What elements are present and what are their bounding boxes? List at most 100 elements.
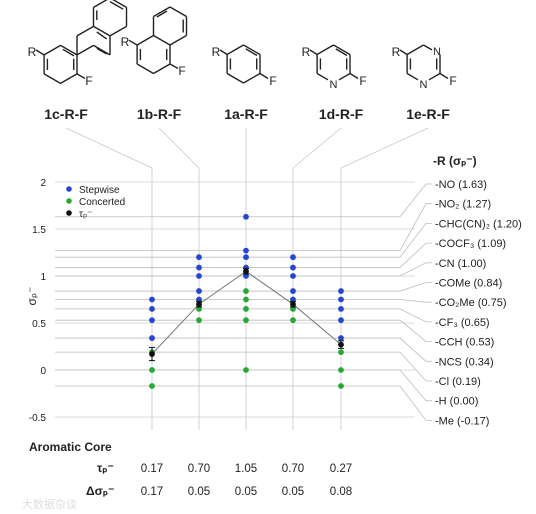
substituent-leader-line	[55, 308, 432, 323]
substituent-label: -CCH (0.53)	[435, 337, 494, 349]
delta-value-1a: 0.05	[235, 486, 257, 498]
atom-label-r: R	[392, 45, 401, 59]
substituent-leader-line	[55, 337, 432, 362]
tau-value-1b: 0.70	[188, 463, 210, 475]
atom-label-f: F	[85, 74, 92, 88]
stepwise-point-1c-r-f	[149, 317, 155, 324]
substituent-leader-line	[55, 319, 432, 343]
substituent-leader-line	[55, 282, 432, 292]
stepwise-point-1d-r-f	[290, 264, 296, 271]
atom-label-n: N	[433, 46, 441, 58]
delta-value-1d: 0.05	[282, 486, 304, 498]
concerted-point-1a-r-f	[243, 317, 249, 324]
atom-label-f: F	[359, 74, 366, 88]
tau-value-1e: 0.27	[330, 463, 352, 475]
substituent-leader-line	[55, 299, 432, 303]
substituent-label: -H (0.00)	[435, 396, 478, 408]
column-connectors	[65, 127, 429, 430]
watermark: 大数据杂谈	[22, 497, 77, 511]
stepwise-point-1e-r-f	[338, 296, 344, 303]
stepwise-point-1c-r-f	[149, 335, 155, 341]
atom-label-n: N	[330, 79, 338, 91]
stepwise-point-1e-r-f	[338, 306, 344, 312]
structure-1b	[128, 6, 188, 75]
structure-1d	[309, 44, 359, 81]
atom-label-f: F	[178, 64, 185, 78]
substituent-connectors	[55, 183, 432, 421]
substituent-leader-line	[55, 369, 432, 402]
stepwise-point-1e-r-f	[338, 335, 344, 341]
stepwise-point-1b-r-f	[196, 288, 202, 294]
legend-marker-tau	[66, 210, 72, 216]
y-axis-ticks: -0.5 0 0.5 1 1.5 2	[29, 178, 47, 424]
substituent-leader-line	[55, 262, 432, 277]
legend-label-concerted: Concerted	[79, 197, 125, 208]
stepwise-point-1a-r-f	[243, 254, 249, 261]
column-label-1e: 1e-R-F	[406, 106, 450, 122]
substituent-leader-line	[55, 242, 432, 268]
substituent-label: -COMe (0.84)	[435, 278, 502, 290]
substituent-label: -COCF₃ (1.09)	[435, 238, 506, 250]
y-tick-label: 0.5	[32, 319, 46, 330]
stepwise-point-1a-r-f	[243, 247, 249, 254]
atom-label-n: N	[420, 79, 428, 91]
atom-label-f: F	[269, 74, 276, 88]
atom-label-f: F	[449, 74, 456, 88]
delta-value-1b: 0.05	[188, 486, 210, 498]
atom-label-r: R	[302, 45, 311, 59]
atom-label-r: R	[121, 35, 130, 49]
stepwise-point-1d-r-f	[290, 288, 296, 294]
legend-label-stepwise: Stepwise	[79, 185, 120, 196]
substituent-list: -NO (1.63) -NO₂ (1.27) -CHC(CN)₂ (1.20) -CO…	[435, 179, 522, 427]
substituent-label: -Me (-0.17)	[435, 415, 489, 427]
y-axis-label: σₚ⁻	[25, 287, 39, 306]
stepwise-point-1d-r-f	[290, 273, 296, 279]
substituent-leader-line	[55, 183, 432, 218]
stepwise-point-1e-r-f	[338, 288, 344, 294]
tau-value-1a: 1.05	[235, 463, 257, 475]
substituent-leader-line	[55, 203, 432, 252]
substituent-label: -CO₂Me (0.75)	[435, 297, 507, 309]
tau-point-1b-r-f	[196, 301, 202, 308]
substituent-leader-line	[55, 222, 432, 258]
substituent-label: -CHC(CN)₂ (1.20)	[435, 218, 522, 230]
delta-value-1e: 0.08	[330, 486, 352, 498]
concerted-point-1a-r-f	[243, 288, 249, 294]
atom-label-r: R	[212, 45, 221, 59]
concerted-point-1e-r-f	[338, 367, 344, 373]
concerted-point-1e-r-f	[338, 383, 344, 389]
column-label-1a: 1a-R-F	[224, 106, 268, 122]
concerted-point-1c-r-f	[149, 367, 155, 373]
stepwise-point-1a-r-f	[243, 213, 249, 220]
tau-trend-line	[151, 270, 342, 355]
concerted-point-1b-r-f	[196, 317, 202, 324]
delta-value-1c: 0.17	[141, 486, 163, 498]
stepwise-point-1b-r-f	[196, 254, 202, 261]
y-tick-label: 0	[40, 366, 46, 377]
tau-point-1c-r-f	[149, 351, 155, 357]
substituent-label: -NCS (0.34)	[435, 356, 494, 368]
table-title: Aromatic Core	[29, 440, 112, 454]
column-label-1c: 1c-R-F	[44, 106, 88, 122]
stepwise-point-1c-r-f	[149, 296, 155, 303]
concerted-point-1a-r-f	[243, 306, 249, 312]
tau-point-1e-r-f	[338, 341, 344, 348]
legend-label-tau: τₚ⁻	[79, 209, 93, 220]
substituent-label: -NO₂ (1.27)	[435, 199, 491, 211]
y-tick-label: 1.5	[32, 225, 46, 236]
column-label-1b: 1b-R-F	[137, 106, 182, 122]
tau-point-1d-r-f	[290, 301, 296, 308]
atom-label-r: R	[28, 45, 37, 59]
substituent-header: -R (σₚ⁻)	[433, 154, 477, 168]
y-tick-label: -0.5	[29, 413, 47, 424]
plot-marks	[149, 213, 344, 389]
structure-1a	[219, 44, 269, 84]
structure-1c	[35, 0, 128, 85]
table-row-delta-label: Δσₚ⁻	[86, 484, 114, 498]
y-tick-label: 1	[40, 272, 46, 283]
substituent-leader-line	[55, 385, 432, 421]
substituent-label: -CF₃ (0.65)	[435, 317, 490, 329]
structure-1e	[399, 44, 449, 81]
stepwise-point-1d-r-f	[290, 254, 296, 261]
